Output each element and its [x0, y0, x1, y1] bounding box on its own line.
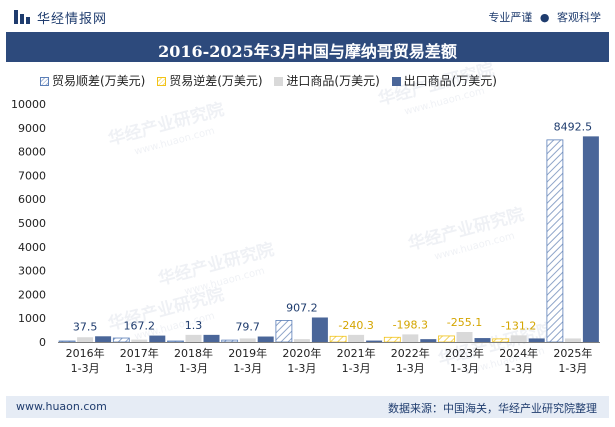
y-tick-label: 6000: [18, 193, 46, 206]
surplus-bar: [112, 337, 130, 343]
y-tick-label: 8000: [18, 146, 46, 159]
x-tick-label: 2023年 1-3月: [445, 346, 484, 375]
x-tick-label: 2017年 1-3月: [120, 346, 159, 375]
footer-source: 数据来源：中国海关，华经产业研究院整理: [388, 402, 597, 415]
surplus-bar: [275, 320, 293, 343]
export-bar: [420, 339, 437, 342]
y-tick-label: 10000: [11, 98, 46, 111]
import-bar: [402, 334, 419, 342]
surplus-bar: [58, 340, 76, 343]
top-bar: 华经情报网 专业严谨 ● 客观科学: [0, 0, 615, 32]
bar-chart-logo-icon: [14, 9, 32, 28]
surplus-data-label: 1.3: [185, 319, 203, 332]
tagline-left: 专业严谨: [488, 11, 533, 24]
deficit-data-label: -240.3: [338, 319, 373, 332]
chart-legend: 贸易顺差(万美元) 贸易逆差(万美元) 进口商品(万美元) 出口商品(万美元): [40, 72, 505, 90]
x-tick-label: 2018年 1-3月: [174, 346, 213, 375]
surplus-bar: [221, 339, 239, 343]
deficit-data-label: -131.2: [501, 319, 536, 332]
surplus-data-label: 79.7: [235, 321, 260, 334]
legend-label-export: 出口商品(万美元): [403, 74, 497, 88]
deficit-data-label: -255.1: [447, 316, 482, 329]
watermarks: 华经产业研究院www.huaon.com华经产业研究院www.huaon.com…: [106, 59, 556, 378]
y-tick-label: 7000: [18, 169, 46, 182]
surplus-data-label: 37.5: [73, 320, 98, 333]
deficit-bar: [329, 335, 347, 343]
y-tick-label: 5000: [18, 217, 46, 230]
chart-title: 2016-2025年3月中国与摩纳哥贸易差额: [158, 42, 457, 61]
import-bar: [293, 339, 310, 342]
export-bar: [528, 338, 545, 342]
y-tick-label: 1000: [18, 312, 46, 325]
legend-item-deficit: 贸易逆差(万美元): [157, 72, 263, 89]
bars: [58, 136, 599, 343]
legend-label-surplus: 贸易顺差(万美元): [52, 74, 146, 88]
surplus-bar: [167, 340, 184, 343]
import-bar: [239, 338, 256, 342]
data-labels: 37.5 167.2 1.3 79.7 907.2 -240.3 -198.3 -255.1 -…: [73, 120, 592, 333]
x-tick-label: 2022年 1-3月: [391, 346, 430, 375]
import-bar: [510, 335, 527, 342]
x-tick-label: 2016年 1-3月: [66, 346, 105, 375]
legend-item-export: 出口商品(万美元): [391, 72, 497, 89]
y-tick-label: 2000: [18, 288, 46, 301]
deficit-bar: [438, 335, 455, 343]
export-bar: [311, 317, 328, 342]
export-bar: [95, 336, 112, 342]
x-tick-label: 2024年 1-3月: [499, 346, 538, 375]
brand-name: 华经情报网: [37, 12, 108, 27]
export-bar: [149, 335, 166, 342]
deficit-bar: [383, 336, 401, 343]
legend-swatch-import: [274, 77, 284, 86]
legend-label-import: 进口商品(万美元): [286, 74, 380, 88]
import-bar: [185, 334, 202, 342]
y-axis: 0 1000 2000 3000 4000 5000 6000 7000 8000 9000 100…: [11, 98, 46, 349]
footer-bar: www.huaon.com 数据来源：中国海关，华经产业研究院整理: [6, 396, 609, 418]
x-axis: 2016年 1-3月 2017年 1-3月 2018年 1-3月 2019年 1-3月 2020…: [58, 342, 600, 375]
deficit-bar: [492, 338, 510, 343]
legend-label-deficit: 贸易逆差(万美元): [169, 74, 263, 88]
x-tick-label: 2021年 1-3月: [337, 346, 376, 375]
y-tick-label: 9000: [18, 122, 46, 135]
import-bar: [348, 334, 365, 342]
deficit-data-label: -198.3: [393, 318, 428, 331]
y-tick-label: 4000: [18, 241, 46, 254]
import-bar: [131, 339, 148, 342]
x-tick-label: 2025年 1-3月: [553, 346, 592, 375]
export-bar: [366, 340, 383, 342]
tagline: 专业严谨 ● 客观科学: [488, 9, 601, 25]
x-tick-label: 2020年 1-3月: [282, 346, 321, 375]
surplus-data-label: 167.2: [124, 320, 156, 333]
tagline-separator: ●: [539, 11, 550, 24]
legend-swatch-deficit: [157, 77, 167, 86]
surplus-bar: [546, 139, 564, 343]
footer-website: www.huaon.com: [16, 400, 107, 413]
export-bar: [474, 338, 491, 342]
x-tick-label: 2019年 1-3月: [228, 346, 267, 375]
legend-item-import: 进口商品(万美元): [274, 72, 380, 89]
tagline-right: 客观科学: [557, 11, 601, 24]
legend-swatch-export: [391, 77, 401, 86]
title-bar: 2016-2025年3月中国与摩纳哥贸易差额: [6, 32, 609, 62]
legend-item-surplus: 贸易顺差(万美元): [40, 72, 145, 89]
legend-swatch-surplus: [40, 77, 49, 86]
export-bar: [257, 336, 274, 342]
import-bar: [456, 332, 473, 342]
y-tick-label: 0: [39, 336, 46, 349]
import-bar: [564, 338, 581, 342]
y-tick-label: 3000: [18, 265, 46, 278]
export-bar: [582, 136, 599, 342]
surplus-data-label: 907.2: [286, 301, 318, 314]
import-bar: [77, 337, 94, 342]
surplus-data-label: 8492.5: [554, 120, 593, 133]
export-bar: [203, 334, 220, 342]
